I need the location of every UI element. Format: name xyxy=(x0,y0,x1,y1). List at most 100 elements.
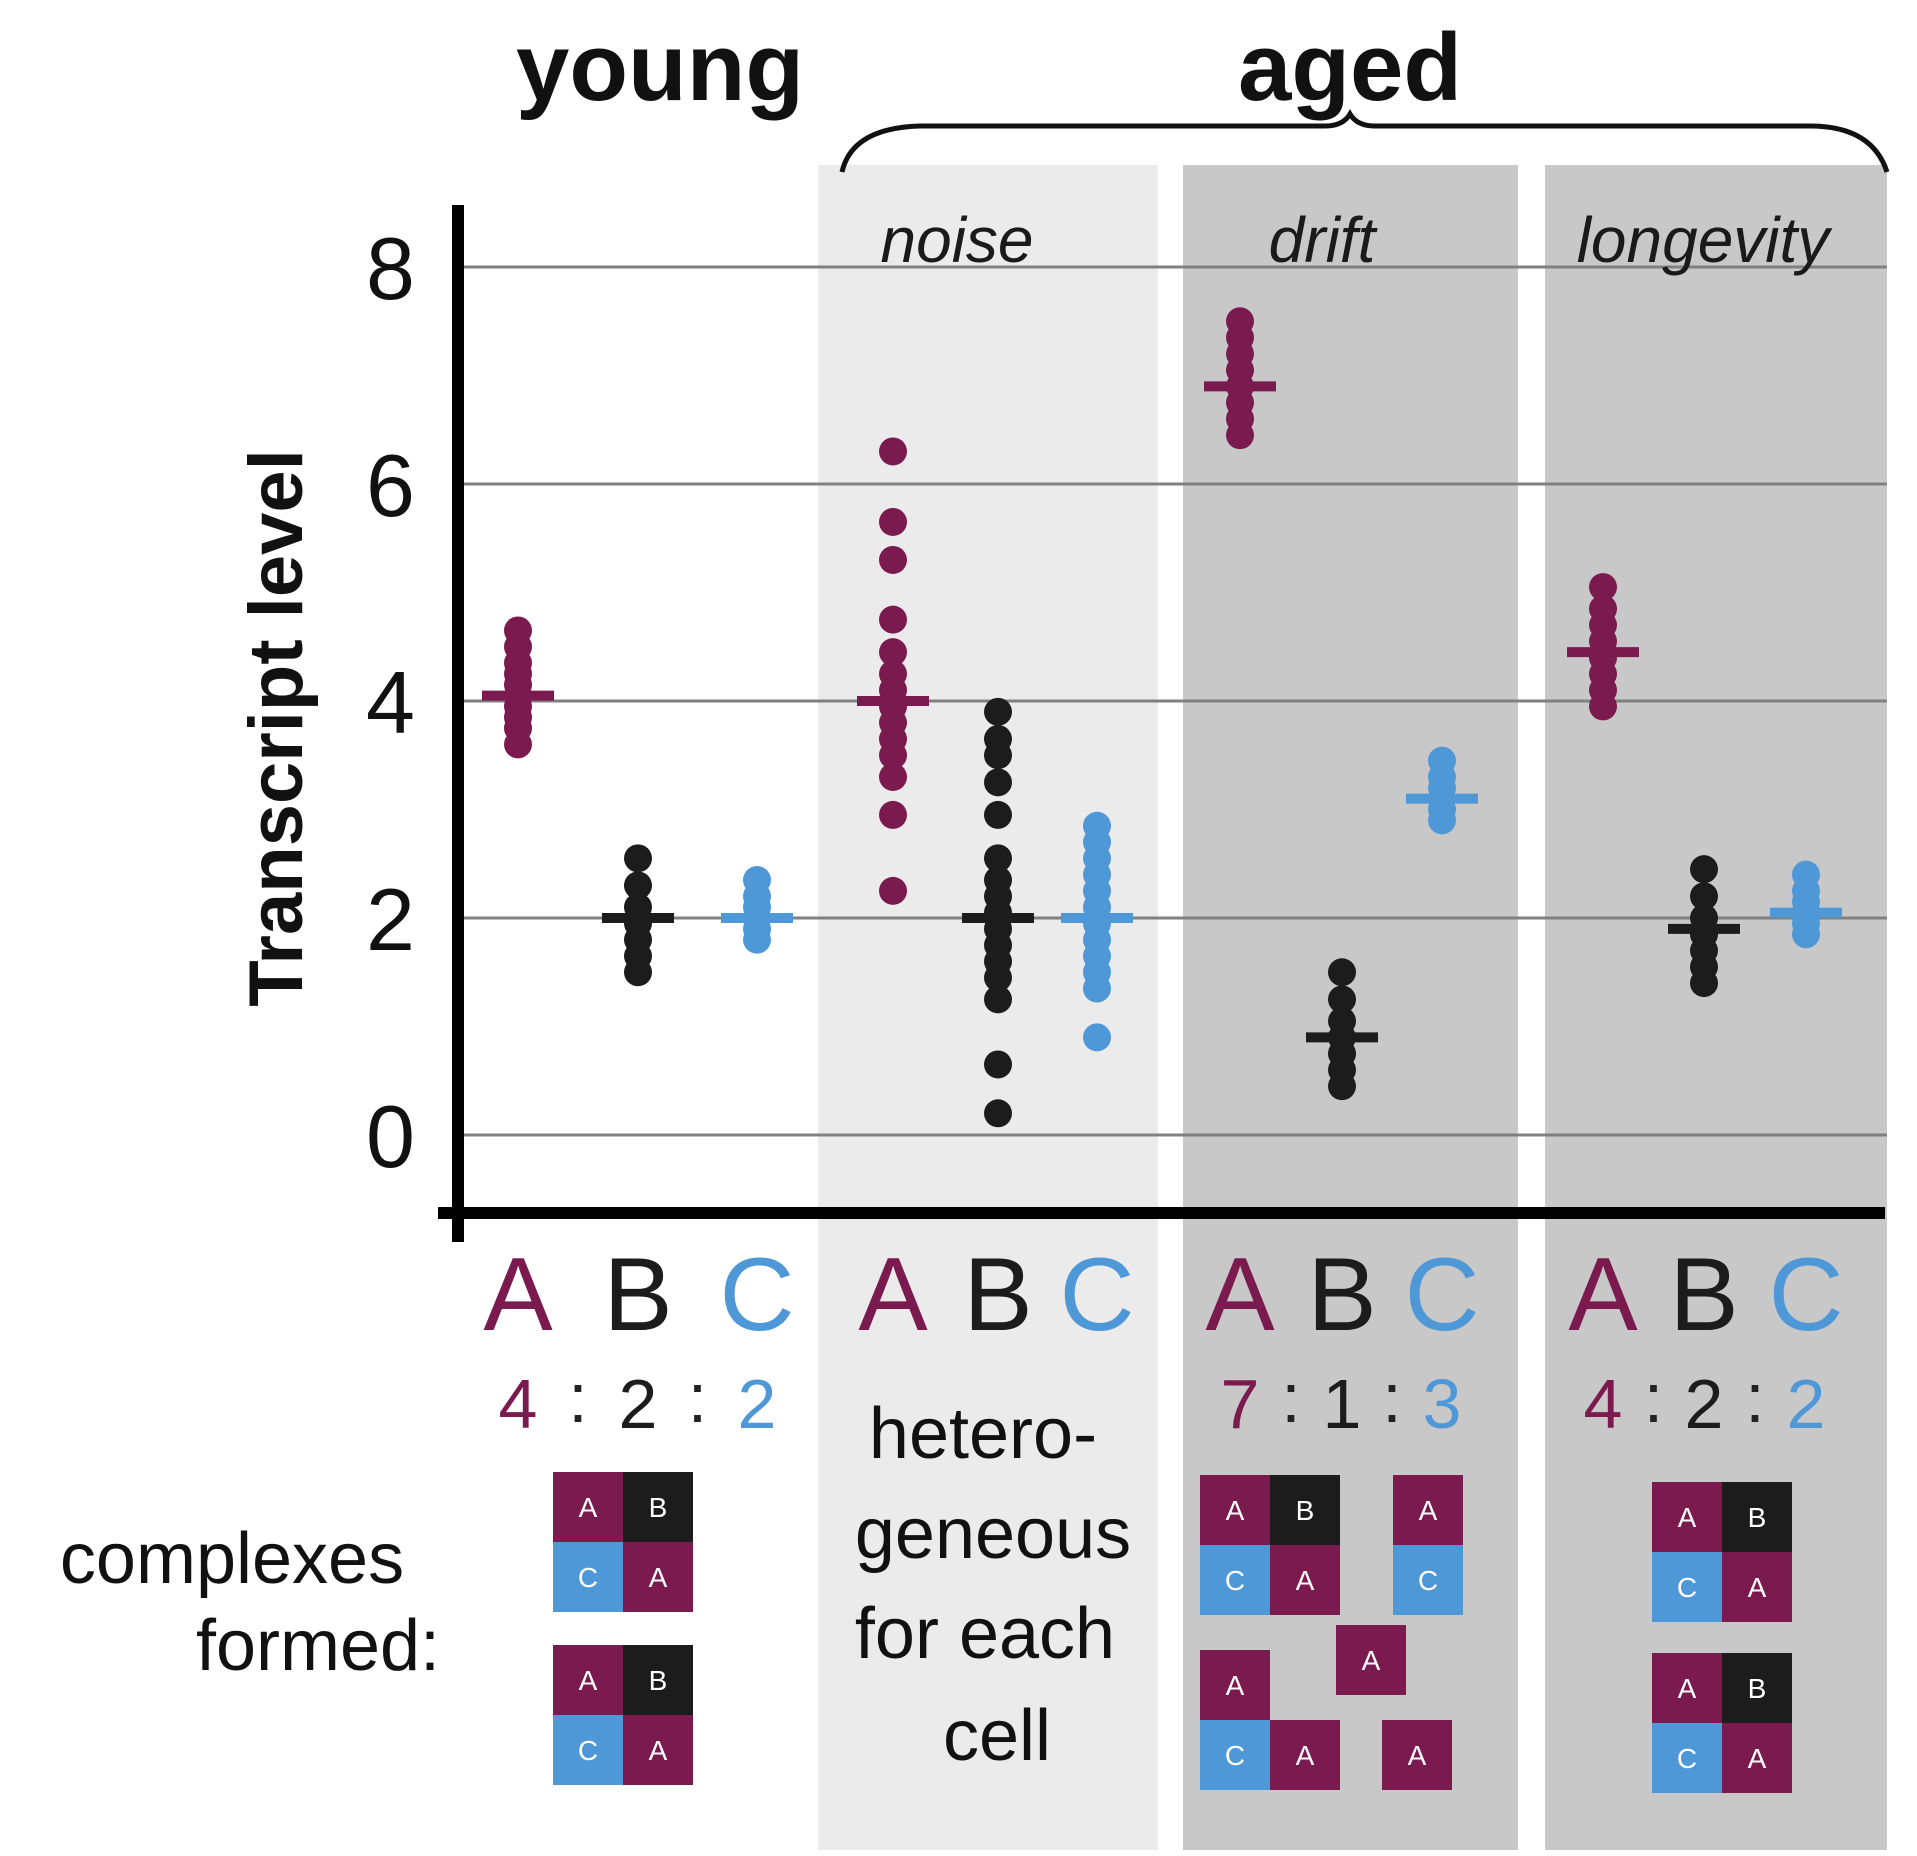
complex-longevity-1-letter-2: C xyxy=(1677,1572,1697,1603)
complex-drift-2: AC xyxy=(1393,1475,1463,1615)
point-longevity-A-7 xyxy=(1589,573,1617,602)
point-drift-B-6 xyxy=(1328,958,1356,987)
point-noise-A-8 xyxy=(879,659,907,688)
ratio-drift-A: 7 xyxy=(1221,1365,1260,1443)
complex-drift-4: A xyxy=(1336,1625,1406,1695)
gene-label-longevity-C: C xyxy=(1768,1237,1843,1353)
complex-young-1-cell-2 xyxy=(553,1542,623,1612)
point-noise-B-9 xyxy=(984,866,1012,895)
complex-drift-1-letter-1: B xyxy=(1296,1495,1315,1526)
complex-longevity-2: A B C A xyxy=(1652,1653,1792,1793)
gene-label-noise-B: B xyxy=(963,1237,1032,1353)
gene-label-young-C: C xyxy=(719,1237,794,1353)
complex-longevity-2-cell-1 xyxy=(1722,1653,1792,1723)
complex-young-2-cell-0 xyxy=(553,1645,623,1715)
complex-longevity-2-cell-0 xyxy=(1652,1653,1722,1723)
y-tick-label-6: 6 xyxy=(366,436,415,535)
point-noise-A-0 xyxy=(879,876,907,905)
complex-drift-2-cell-0 xyxy=(1393,1475,1463,1545)
complex-drift-1-letter-0: A xyxy=(1226,1495,1245,1526)
complex-young-1-letter-2: C xyxy=(578,1562,598,1593)
complex-longevity-1-cell-2 xyxy=(1652,1552,1722,1622)
complex-young-2-letter-0: A xyxy=(579,1665,598,1696)
complex-drift-6: A xyxy=(1382,1720,1452,1790)
gridlines xyxy=(458,265,1887,1137)
complex-young-1-letter-1: B xyxy=(649,1492,668,1523)
complex-drift-3: AC xyxy=(1200,1650,1270,1790)
complex-drift-1-cell-0 xyxy=(1200,1475,1270,1545)
complex-young-1-letter-0: A xyxy=(579,1492,598,1523)
point-longevity-C-5 xyxy=(1792,860,1820,889)
complex-longevity-1: A B C A xyxy=(1652,1482,1792,1622)
complex-longevity-2-cell-3 xyxy=(1722,1723,1792,1793)
label-drift: drift xyxy=(1269,204,1378,276)
y-tick-label-0: 0 xyxy=(366,1087,415,1186)
complex-longevity-2-letter-1: B xyxy=(1748,1673,1767,1704)
complex-longevity-1-cell-1 xyxy=(1722,1482,1792,1552)
complex-longevity-2-letter-0: A xyxy=(1678,1673,1697,1704)
point-noise-B-0 xyxy=(984,1099,1012,1128)
gene-label-young-B: B xyxy=(603,1237,672,1353)
point-longevity-B-5 xyxy=(1690,882,1718,911)
complex-longevity-1-cell-3 xyxy=(1722,1552,1792,1622)
complex-young-1-cell-1 xyxy=(623,1472,693,1542)
complex-young-2-cell-2 xyxy=(553,1715,623,1785)
header-young: young xyxy=(516,14,804,121)
complex-drift-4-cell-0 xyxy=(1336,1625,1406,1695)
complex-young-1-cell-0 xyxy=(553,1472,623,1542)
aged-brace xyxy=(839,109,1890,173)
ratio-colon-young-0: : xyxy=(568,1359,587,1437)
complex-drift-1-cell-1 xyxy=(1270,1475,1340,1545)
ratio-colon-drift-0: : xyxy=(1281,1359,1300,1437)
complex-drift-2-letter-0: A xyxy=(1419,1495,1438,1526)
point-noise-A-1 xyxy=(879,800,907,829)
gene-label-noise-A: A xyxy=(858,1237,928,1353)
header-aged: aged xyxy=(1238,14,1462,121)
complex-longevity-2-letter-3: A xyxy=(1748,1743,1767,1774)
ratio-labels: 4 2 2::7 1 3::4 2 2:: xyxy=(499,1359,1826,1443)
complex-longevity-2-cell-2 xyxy=(1652,1723,1722,1793)
ratio-longevity-C: 2 xyxy=(1787,1365,1826,1443)
point-young-B-5 xyxy=(624,871,652,900)
complex-drift-1: A B C A xyxy=(1200,1475,1340,1615)
complex-drift-6-letter-0: A xyxy=(1408,1740,1427,1771)
point-noise-A-13 xyxy=(879,437,907,466)
hetero-line-4: cell xyxy=(943,1696,1051,1776)
y-tick-label-8: 8 xyxy=(366,219,415,318)
point-noise-A-2 xyxy=(879,762,907,791)
point-noise-A-9 xyxy=(879,638,907,667)
hetero-line-1: hetero- xyxy=(869,1394,1097,1474)
complex-young-1-letter-3: A xyxy=(649,1562,668,1593)
point-longevity-B-6 xyxy=(1690,855,1718,884)
point-young-A-9 xyxy=(504,616,532,645)
y-axis-title: Transcript level xyxy=(234,449,319,1007)
ratio-drift-C: 3 xyxy=(1423,1365,1462,1443)
complexes-label-line1: complexes xyxy=(60,1519,404,1599)
ratio-longevity-A: 4 xyxy=(1584,1365,1623,1443)
ratio-colon-longevity-0: : xyxy=(1644,1359,1663,1437)
complex-young-1-cell-3 xyxy=(623,1542,693,1612)
point-drift-B-4 xyxy=(1328,1007,1356,1036)
label-longevity: longevity xyxy=(1577,204,1834,276)
point-noise-C-11 xyxy=(1083,811,1111,840)
complex-drift-5-letter-0: A xyxy=(1296,1740,1315,1771)
ratio-colon-longevity-1: : xyxy=(1745,1359,1764,1437)
complex-young-2-cell-1 xyxy=(623,1645,693,1715)
point-drift-A-7 xyxy=(1226,307,1254,336)
ratio-drift-B: 1 xyxy=(1323,1365,1362,1443)
complex-longevity-1-letter-3: A xyxy=(1748,1572,1767,1603)
complex-drift-5: A xyxy=(1270,1720,1340,1790)
point-longevity-A-6 xyxy=(1589,594,1617,623)
point-noise-A-12 xyxy=(879,507,907,536)
complex-drift-6-cell-0 xyxy=(1382,1720,1452,1790)
ratio-longevity-B: 2 xyxy=(1685,1365,1724,1443)
complex-drift-3-cell-0 xyxy=(1200,1650,1270,1720)
complex-drift-5-cell-0 xyxy=(1270,1720,1340,1790)
complex-longevity-1-letter-1: B xyxy=(1748,1502,1767,1533)
gene-label-drift-B: B xyxy=(1307,1237,1376,1353)
complex-drift-1-letter-2: C xyxy=(1225,1565,1245,1596)
point-drift-C-5 xyxy=(1428,746,1456,775)
